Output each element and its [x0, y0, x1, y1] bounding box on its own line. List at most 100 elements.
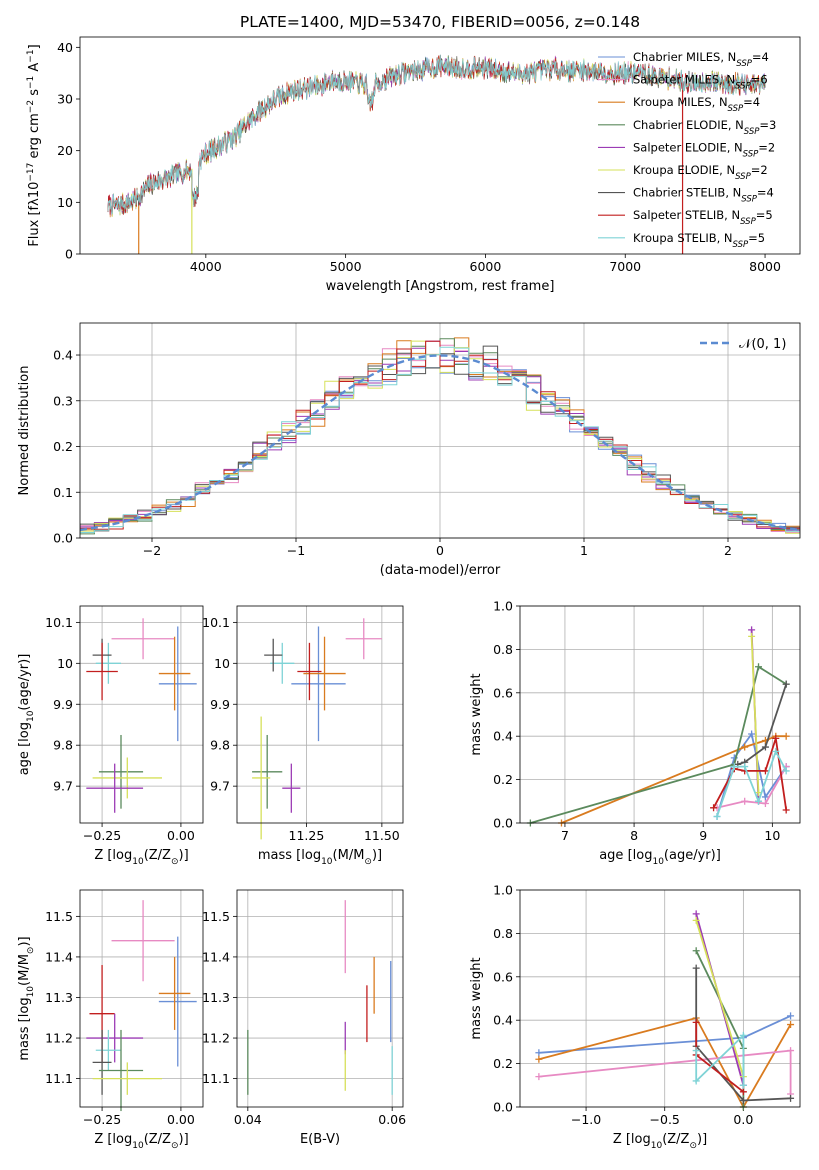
label-part: −1 [26, 49, 36, 62]
label-part: ⊙ [364, 857, 372, 867]
weight-point-marker [730, 763, 738, 771]
x-axis-label: Z [log10(Z/Z⊙)] [94, 1132, 188, 1151]
label-part: mass weight [469, 957, 484, 1039]
label-part: s [27, 89, 42, 100]
legend-label-part: =3 [759, 118, 776, 132]
legend-label-part: Kroupa ELODIE, N [633, 163, 735, 177]
weight-point-marker [692, 1077, 700, 1085]
y-tick-label: 9.9 [53, 697, 73, 712]
axes-weight-vs-age: 7 8 9 10 0.0 0.2 0.4 0.6 0.8 1.0 [493, 599, 800, 843]
errorbar-point [252, 716, 271, 840]
y-tick-label: 10 [57, 195, 73, 210]
legend-label-part: SSP [740, 217, 756, 227]
legend-label-part: =4 [743, 95, 760, 109]
x-tick-label: 7 [561, 828, 569, 843]
weight-point-marker [741, 797, 749, 805]
weight-point-marker [713, 812, 721, 820]
x-tick-label: 0.00 [167, 828, 195, 843]
x-tick-label: 8 [630, 828, 638, 843]
y-tick-label: 0.3 [53, 393, 73, 408]
y-tick-label: 10.1 [202, 615, 230, 630]
axes-age-vs-Z: −0.25 0.00 9.7 9.8 9.9 10 10.1 [45, 606, 203, 843]
x-axis-label: mass [log10(M/M⊙)] [258, 848, 382, 867]
errorbar-point [158, 936, 197, 1067]
weight-series-6 [737, 683, 788, 766]
legend-label-part: Kroupa MILES, N [633, 95, 728, 109]
y-tick-label: 20 [57, 143, 73, 158]
x-tick-label: 11.50 [364, 828, 400, 843]
weight-point-marker [787, 1021, 795, 1029]
weight-point-marker [761, 767, 769, 775]
weight-point-marker [787, 1094, 795, 1102]
weight-point-marker [739, 1031, 747, 1039]
errorbar-point [86, 1013, 144, 1063]
y-tick-label: 0.4 [493, 1013, 513, 1028]
weight-point-marker [761, 743, 769, 751]
legend-label-part: Kroupa STELIB, N [633, 231, 733, 245]
y-tick-label: 0.0 [53, 531, 73, 546]
label-part: Normed distribution [17, 366, 32, 496]
errorbars-age-vs-mass [252, 618, 382, 840]
label-part: E(B-V) [300, 1132, 340, 1147]
x-tick-label: 2 [724, 543, 732, 558]
legend-label: Salpeter ELODIE, NSSP=2 [633, 140, 775, 159]
weight-point-marker [787, 1047, 795, 1055]
label-part: erg cm [27, 113, 42, 162]
axes-frame [79, 889, 204, 1108]
label-part: 10 [26, 986, 36, 998]
y-tick-label: 0.6 [493, 685, 513, 700]
y-tick-label: 0.2 [53, 439, 73, 454]
legend-label-part: =2 [751, 163, 768, 177]
weight-point-marker [692, 1047, 700, 1055]
label-part: Z [log [94, 1132, 132, 1147]
y-tick-label: 11.1 [45, 1071, 73, 1086]
weight-point-marker [692, 947, 700, 955]
weight-series-8 [695, 1033, 745, 1086]
y-axis-label: age [log10(age/yr)] [17, 654, 36, 776]
x-tick-label: 0.00 [167, 1112, 195, 1127]
histogram-group [80, 337, 800, 536]
weight-point-marker [748, 632, 756, 640]
weight-point-marker [755, 797, 763, 805]
y-tick-label: 11.5 [202, 909, 230, 924]
errorbar-point [86, 763, 144, 813]
y-tick-label: 0.8 [493, 642, 513, 657]
legend-label-part: =5 [748, 231, 765, 245]
legend-label-part: =2 [758, 140, 775, 154]
y-tick-label: 11.2 [202, 1031, 230, 1046]
y-tick-label: 9.8 [53, 738, 73, 753]
lines-weight-vs-Z [535, 910, 795, 1111]
axes-mass-vs-Z: −0.25 0.00 11.1 11.2 11.3 11.4 11.5 [45, 890, 203, 1127]
errorbar-point [270, 642, 295, 684]
label-part: Flux [fλ10 [27, 182, 42, 247]
axes-frame [236, 605, 404, 824]
y-axis-label: Normed distribution [17, 366, 32, 496]
label-part: −17 [26, 163, 36, 182]
axes-mass-vs-ebv: 0.04 0.06 11.1 11.2 11.3 11.4 11.5 [202, 890, 406, 1127]
y-axis-label: mass [log10(M/M⊙)] [17, 936, 36, 1060]
label-part: age [log [599, 848, 652, 863]
y-tick-label: 11.4 [45, 949, 73, 964]
x-tick-label: −0.25 [83, 1112, 121, 1127]
label-part: 10 [321, 857, 333, 867]
errorbar-point [92, 1029, 112, 1095]
legend-label-part: Salpeter ELODIE, N [633, 140, 743, 154]
label-part: ⊙ [26, 947, 36, 955]
y-axis-label: mass weight [469, 957, 484, 1039]
label-part: A [27, 63, 42, 76]
x-axis-label: wavelength [Angstrom, rest frame] [326, 279, 555, 294]
y-tick-label: 1.0 [493, 599, 513, 614]
weight-series-8 [716, 749, 787, 817]
x-tick-label: 11.25 [289, 828, 325, 843]
legend-label: Chabrier ELODIE, NSSP=3 [633, 118, 776, 137]
y-tick-label: 9.7 [210, 779, 230, 794]
label-part: (M/M [17, 954, 32, 986]
x-axis-label: Z [log10(Z/Z⊙)] [94, 848, 188, 867]
x-tick-label: −1 [287, 543, 305, 558]
weight-series-0 [716, 731, 787, 817]
label-part: (age/yr)] [664, 848, 721, 863]
spectrum-series-8 [107, 54, 766, 215]
legend-label-part: Salpeter MILES, N [633, 73, 735, 87]
x-tick-label: 0.0 [733, 1112, 753, 1127]
errorbar-point [303, 636, 346, 711]
